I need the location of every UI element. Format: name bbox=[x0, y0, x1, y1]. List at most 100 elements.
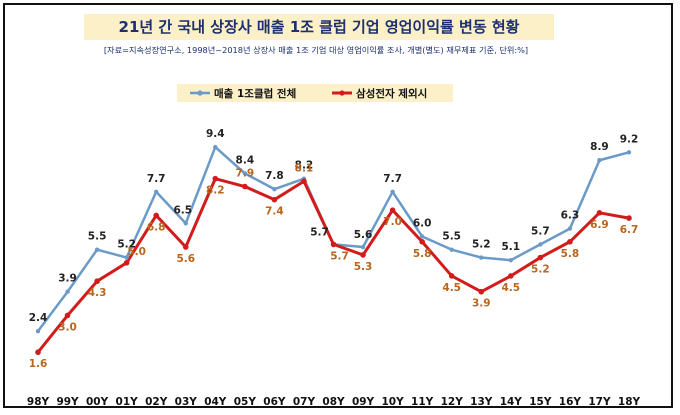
x-tick-label: 12Y bbox=[441, 396, 464, 408]
data-label-total: 2.4 bbox=[29, 312, 48, 324]
x-tick-label: 00Y bbox=[86, 396, 109, 408]
x-tick-label: 06Y bbox=[263, 396, 286, 408]
data-label-excl-samsung: 7.9 bbox=[236, 168, 255, 180]
data-label-total: 8.4 bbox=[236, 154, 255, 166]
x-tick-label: 04Y bbox=[204, 396, 227, 408]
data-label-excl-samsung: 5.2 bbox=[531, 264, 550, 276]
plot-points bbox=[35, 144, 632, 356]
data-label-total: 7.8 bbox=[265, 170, 284, 182]
chart-subtitle: [자료=지속성장연구소, 1998년~2018년 상장사 매출 1조 기업 대상… bbox=[104, 45, 528, 55]
x-tick-label: 07Y bbox=[293, 396, 316, 408]
x-tick-label: 08Y bbox=[322, 396, 345, 408]
data-label-total: 5.6 bbox=[354, 229, 373, 241]
data-label-excl-samsung: 8.1 bbox=[295, 162, 314, 174]
data-point-excl-samsung bbox=[537, 254, 544, 261]
x-tick-label: 09Y bbox=[352, 396, 375, 408]
data-point-excl-samsung bbox=[567, 238, 573, 245]
data-label-excl-samsung: 4.5 bbox=[442, 282, 461, 294]
x-tick-label: 17Y bbox=[588, 396, 611, 408]
data-label-total: 5.1 bbox=[501, 241, 520, 253]
data-label-excl-samsung: 6.9 bbox=[590, 219, 609, 231]
data-point-excl-samsung bbox=[596, 210, 603, 216]
data-label-excl-samsung: 4.5 bbox=[501, 282, 520, 294]
x-tick-label: 15Y bbox=[529, 396, 552, 408]
x-tick-label: 14Y bbox=[500, 396, 523, 408]
data-point-excl-samsung bbox=[123, 260, 130, 266]
data-point-excl-samsung bbox=[35, 349, 41, 356]
x-tick-label: 05Y bbox=[234, 396, 257, 408]
data-label-excl-samsung: 5.8 bbox=[561, 248, 580, 260]
data-label-total: 5.2 bbox=[472, 239, 491, 251]
data-label-total: 6.5 bbox=[173, 204, 192, 216]
data-label-total: 7.7 bbox=[383, 173, 402, 185]
data-label-total: 5.5 bbox=[442, 231, 461, 243]
data-point-total bbox=[567, 226, 573, 231]
data-label-excl-samsung: 5.3 bbox=[354, 261, 373, 273]
data-point-excl-samsung bbox=[330, 241, 337, 248]
data-label-total: 7.7 bbox=[147, 173, 166, 185]
data-point-excl-samsung bbox=[419, 238, 425, 245]
data-point-total bbox=[360, 244, 366, 250]
title-background bbox=[84, 14, 554, 40]
data-point-excl-samsung bbox=[212, 175, 219, 182]
data-label-total: 6.0 bbox=[413, 218, 432, 230]
chart-title: 21년 간 국내 상장사 매출 1조 클럽 기업 영업이익률 변동 현황 bbox=[119, 18, 520, 36]
data-point-total bbox=[479, 255, 484, 260]
data-point-total bbox=[449, 247, 454, 252]
x-tick-label: 18Y bbox=[618, 396, 641, 408]
data-point-excl-samsung bbox=[301, 178, 307, 185]
data-label-excl-samsung: 8.2 bbox=[206, 185, 225, 197]
data-point-total bbox=[154, 189, 159, 194]
x-tick-label: 11Y bbox=[411, 396, 434, 408]
data-point-excl-samsung bbox=[242, 183, 248, 190]
chart-frame bbox=[3, 3, 673, 408]
data-label-total: 3.9 bbox=[58, 273, 77, 285]
data-point-total bbox=[35, 328, 41, 334]
data-label-total: 5.5 bbox=[88, 231, 107, 243]
data-point-total bbox=[538, 242, 543, 247]
data-label-total: 8.9 bbox=[590, 141, 609, 153]
data-point-total bbox=[272, 186, 277, 192]
legend-swatch-marker bbox=[197, 90, 203, 96]
x-tick-label: 10Y bbox=[381, 396, 404, 408]
data-point-excl-samsung bbox=[94, 278, 100, 285]
data-label-total: 9.2 bbox=[620, 133, 639, 145]
data-point-excl-samsung bbox=[360, 252, 366, 258]
data-point-excl-samsung bbox=[626, 215, 632, 221]
data-point-total bbox=[213, 144, 218, 150]
data-label-excl-samsung: 5.0 bbox=[127, 246, 146, 258]
x-axis-tick-labels: 98Y 99Y 00Y 01Y 02Y 03Y 04Y 05Y 06Y 07Y 08Y 09Y 10Y 1… bbox=[27, 396, 641, 408]
data-point-excl-samsung bbox=[389, 207, 396, 213]
data-labels: 2.4 3.9 5.5 5.2 7.7 6.5 9.4 8.4 7.8 8.2 5.7 5.6 7.7 6… bbox=[29, 128, 639, 370]
data-point-excl-samsung bbox=[64, 312, 71, 319]
data-point-excl-samsung bbox=[182, 244, 189, 250]
data-point-total bbox=[183, 221, 188, 226]
data-point-excl-samsung bbox=[153, 212, 159, 219]
data-label-total: 9.4 bbox=[206, 128, 225, 140]
data-point-total bbox=[124, 255, 129, 260]
x-tick-label: 99Y bbox=[56, 396, 79, 408]
data-label-excl-samsung: 1.6 bbox=[29, 358, 48, 370]
data-point-excl-samsung bbox=[508, 273, 514, 279]
data-label-excl-samsung: 6.8 bbox=[147, 221, 166, 233]
data-point-total bbox=[508, 257, 513, 263]
x-tick-label: 16Y bbox=[559, 396, 582, 408]
legend-label: 삼성전자 제외시 bbox=[356, 87, 427, 100]
data-label-excl-samsung: 5.6 bbox=[176, 253, 195, 265]
data-point-total bbox=[597, 158, 602, 163]
data-point-total bbox=[242, 171, 248, 176]
data-point-total bbox=[65, 289, 70, 294]
legend-label: 매출 1조클럽 전체 bbox=[214, 87, 296, 100]
data-point-total bbox=[94, 247, 100, 252]
data-label-excl-samsung: 6.7 bbox=[620, 224, 639, 236]
data-point-excl-samsung bbox=[271, 196, 278, 203]
data-label-total: 5.7 bbox=[310, 226, 329, 238]
x-tick-label: 98Y bbox=[27, 396, 50, 408]
data-label-excl-samsung: 5.8 bbox=[413, 248, 432, 260]
data-label-total: 5.7 bbox=[531, 225, 550, 237]
x-tick-label: 13Y bbox=[470, 396, 493, 408]
data-label-excl-samsung: 5.7 bbox=[330, 250, 349, 262]
data-label-excl-samsung: 7.4 bbox=[265, 206, 284, 218]
data-label-excl-samsung: 4.3 bbox=[88, 287, 107, 299]
